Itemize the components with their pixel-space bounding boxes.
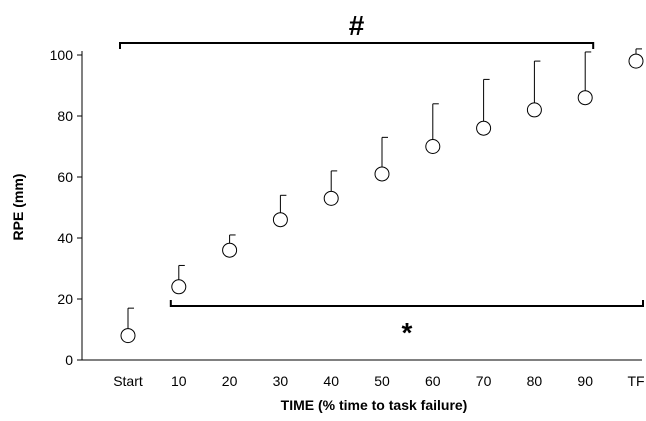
y-tick-label: 100 [50, 47, 74, 63]
x-tick-label: 90 [577, 373, 593, 389]
x-tick-label: 80 [527, 373, 543, 389]
data-point [476, 120, 492, 136]
y-tick-label: 60 [57, 169, 73, 185]
x-axis-title: TIME (% time to task failure) [281, 397, 468, 413]
data-point [323, 190, 339, 206]
data-point [577, 90, 593, 106]
bracket-below [169, 300, 644, 307]
data-point [526, 102, 542, 118]
x-tick-label: 20 [222, 373, 238, 389]
data-point [272, 212, 288, 228]
bracket-above [119, 42, 595, 49]
data-point [222, 242, 238, 258]
x-tick-label: TF [627, 373, 644, 389]
significance-annotations: #* [119, 10, 644, 348]
data-point [374, 166, 390, 182]
data-markers [120, 53, 644, 344]
y-tick-label: 20 [57, 291, 73, 307]
data-point [120, 328, 136, 344]
y-axis-title: RPE (mm) [10, 174, 26, 241]
x-tick-label: 40 [323, 373, 339, 389]
x-tick-label: 30 [273, 373, 289, 389]
error-bars [127, 48, 642, 329]
data-point [628, 53, 644, 69]
data-point [425, 139, 441, 154]
significance-symbol-asterisk: * [401, 317, 412, 348]
data-point [171, 279, 187, 295]
significance-symbol-hash: # [349, 10, 365, 41]
x-tick-label: 10 [171, 373, 187, 389]
x-tick-label: Start [113, 373, 143, 389]
axes: 0 20 40 60 80 100 Start 10 20 30 40 50 60 70 80 90 TF [50, 47, 645, 389]
y-tick-label: 40 [57, 230, 73, 246]
x-tick-label: 50 [374, 373, 390, 389]
y-tick-label: 0 [65, 352, 73, 368]
x-tick-label: 60 [425, 373, 441, 389]
x-tick-label: 70 [476, 373, 492, 389]
y-tick-label: 80 [57, 108, 73, 124]
